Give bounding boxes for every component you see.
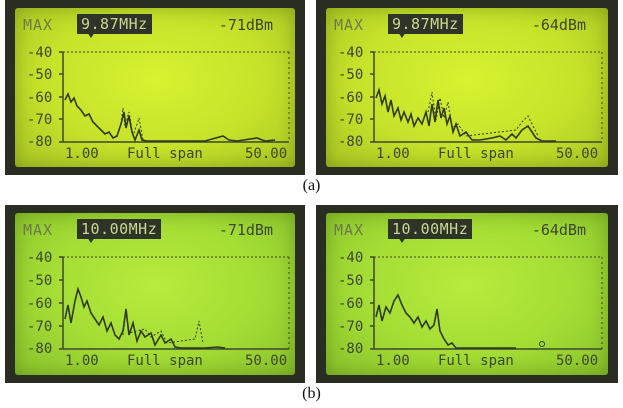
y-tick: -60 xyxy=(27,296,52,312)
x-axis-end: 50.00 xyxy=(556,146,598,162)
marker-level: -71dBm xyxy=(218,16,273,34)
display-header: MAX 9.87MHz -64dBm xyxy=(334,14,608,38)
display-header: MAX 9.87MHz -71dBm xyxy=(23,14,295,38)
max-label: MAX xyxy=(334,221,365,239)
display-header: MAX 10.00MHz -71dBm xyxy=(23,219,295,243)
y-tick: -80 xyxy=(27,134,52,150)
y-tick: -70 xyxy=(27,112,52,128)
marker-frequency: 10.00MHz xyxy=(388,219,473,243)
spectrum-plot: -40 -50 -60 -70 -80 1.00 Full span 50.00 xyxy=(27,250,290,369)
lcd-screen xyxy=(15,213,295,375)
y-tick: -50 xyxy=(27,273,52,289)
marker-level: -64dBm xyxy=(531,221,586,239)
y-tick: -40 xyxy=(338,45,363,61)
x-axis-center: Full span xyxy=(438,146,514,162)
spectrum-display-a-right: MAX 9.87MHz -64dBm -40 -50 -60 -70 -80 1… xyxy=(316,0,618,175)
y-tick: -40 xyxy=(338,250,363,266)
x-axis-start: 1.00 xyxy=(376,353,410,369)
marker-level: -64dBm xyxy=(531,16,586,34)
marker-level: -71dBm xyxy=(218,221,273,239)
lcd-screen xyxy=(326,8,608,167)
y-tick: -60 xyxy=(27,90,52,106)
max-label: MAX xyxy=(23,16,54,34)
marker-frequency: 9.87MHz xyxy=(77,14,152,38)
spectrum-plot: -40 -50 -60 -70 -80 1.00 Full span 50.00 xyxy=(27,45,290,162)
y-tick: -80 xyxy=(338,134,363,150)
y-tick: -80 xyxy=(27,341,52,357)
x-axis-center: Full span xyxy=(127,353,203,369)
caption-a: (a) xyxy=(302,177,321,194)
max-label: MAX xyxy=(23,221,54,239)
x-axis-start: 1.00 xyxy=(65,146,99,162)
spectrum-display-b-left: MAX 10.00MHz -71dBm -40 -50 -60 -70 -80 … xyxy=(5,205,305,383)
x-axis-end: 50.00 xyxy=(245,353,287,369)
spectrum-display-a-left: MAX 9.87MHz -71dBm -40 -50 -60 -70 -80 1… xyxy=(5,0,305,175)
spectrum-plot: -40 -50 -60 -70 -80 1.00 Full span 50.00 xyxy=(338,45,603,162)
y-tick: -60 xyxy=(338,90,363,106)
y-tick: -70 xyxy=(338,112,363,128)
max-label: MAX xyxy=(334,16,365,34)
x-axis-center: Full span xyxy=(438,353,514,369)
spectrum-display-b-right: MAX 10.00MHz -64dBm -40 -50 -60 -70 -80 … xyxy=(316,205,618,383)
y-tick: -70 xyxy=(338,319,363,335)
marker-frequency: 9.87MHz xyxy=(388,14,463,38)
y-tick: -80 xyxy=(338,341,363,357)
caption-b: (b) xyxy=(302,385,321,402)
y-tick: -50 xyxy=(338,67,363,83)
y-tick: -40 xyxy=(27,250,52,266)
y-tick: -70 xyxy=(27,319,52,335)
x-axis-end: 50.00 xyxy=(245,146,287,162)
x-axis-center: Full span xyxy=(127,146,203,162)
y-tick: -50 xyxy=(27,67,52,83)
x-axis-start: 1.00 xyxy=(376,146,410,162)
y-tick: -50 xyxy=(338,273,363,289)
x-axis-start: 1.00 xyxy=(65,353,99,369)
y-tick: -60 xyxy=(338,296,363,312)
spectrum-plot: -40 -50 -60 -70 -80 1.00 Full span 50.00 xyxy=(338,250,603,369)
display-header: MAX 10.00MHz -64dBm xyxy=(334,219,608,243)
x-axis-end: 50.00 xyxy=(556,353,598,369)
marker-frequency: 10.00MHz xyxy=(77,219,162,243)
y-tick: -40 xyxy=(27,45,52,61)
